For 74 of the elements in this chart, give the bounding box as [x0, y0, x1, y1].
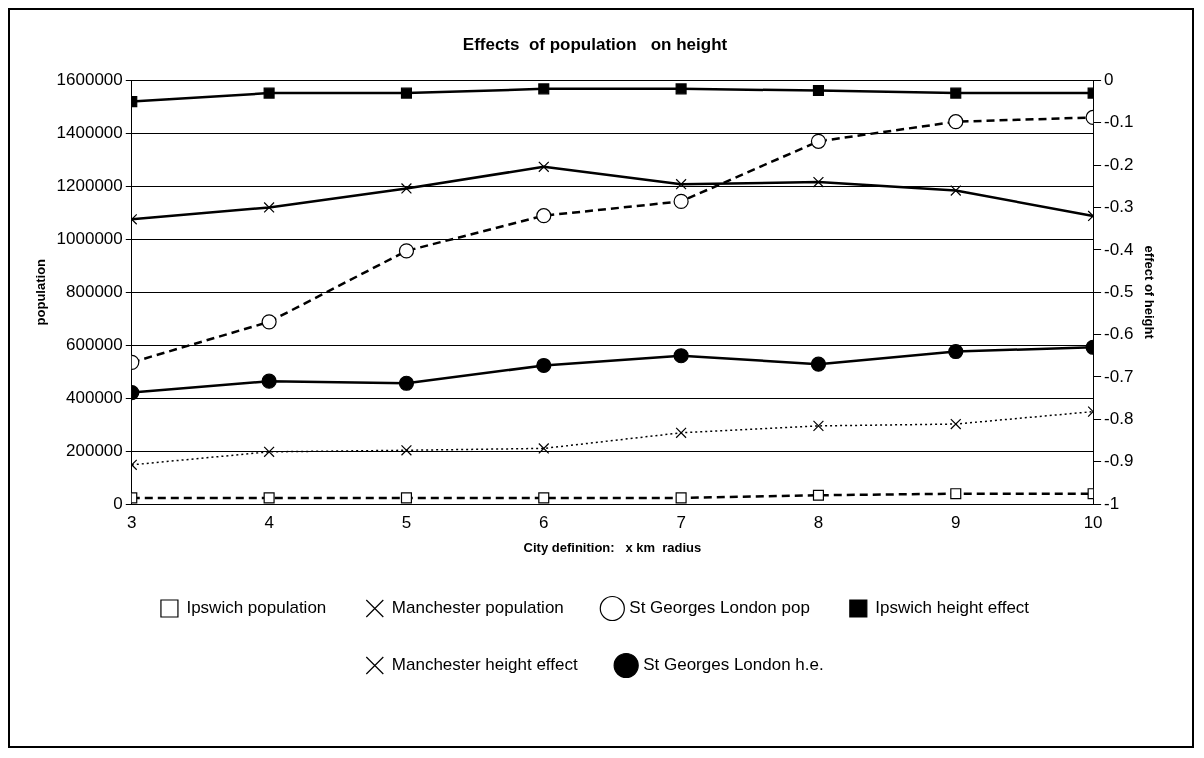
y-tick-label: 800000 [66, 281, 123, 301]
point [400, 182, 412, 194]
point [675, 178, 687, 190]
point [536, 357, 552, 374]
x-tick-label: 6 [539, 512, 549, 532]
point [538, 492, 550, 504]
point [812, 489, 824, 501]
point [675, 492, 687, 504]
point [398, 375, 415, 391]
point [810, 133, 827, 149]
point [675, 427, 687, 439]
y-tick-label: 0 [113, 493, 123, 513]
point [950, 184, 962, 197]
x-axis-title: City definition: x km radius [523, 539, 702, 555]
point [263, 201, 275, 214]
chart-title: Effects of population on height [462, 34, 728, 54]
point [948, 114, 964, 130]
y2-axis-title: effect of height [1141, 245, 1157, 340]
y2-tick-label: -0.3 [1104, 197, 1134, 217]
point [263, 492, 275, 504]
point [950, 418, 962, 430]
y-axis-title: population [33, 258, 49, 326]
point [810, 356, 827, 372]
point [261, 314, 277, 330]
point [812, 176, 824, 188]
y-tick-label: 1600000 [56, 70, 123, 90]
y-tick-label: 1000000 [56, 228, 123, 248]
point [400, 492, 412, 504]
y2-tick-label: -0.4 [1104, 239, 1134, 259]
y2-tick-label: -0.1 [1104, 112, 1134, 132]
y2-tick-label: -0.9 [1104, 451, 1134, 471]
y2-tick-label: -0.8 [1104, 408, 1134, 428]
y-tick-label: 600000 [66, 334, 123, 354]
point [398, 243, 415, 259]
y2-tick-label: -0.6 [1104, 324, 1134, 344]
point [948, 343, 964, 360]
point [263, 87, 275, 99]
y2-tick-label: -0.2 [1104, 154, 1134, 174]
legend-label: Ipswich height effect [875, 598, 1030, 618]
point [812, 85, 824, 97]
point [263, 446, 275, 458]
x-tick-label: 10 [1083, 512, 1103, 532]
y-tick-label: 400000 [66, 387, 123, 407]
point [400, 87, 412, 99]
y-tick-label: 1400000 [56, 123, 123, 143]
y2-tick-label: -0.5 [1104, 281, 1134, 301]
point [400, 444, 412, 456]
legend-label: Ipswich population [186, 598, 327, 618]
point [673, 348, 689, 364]
point [261, 373, 277, 389]
point [538, 161, 550, 173]
legend-label: St Georges London pop [629, 598, 810, 618]
point [675, 83, 687, 95]
point [538, 442, 550, 454]
legend-label: Manchester height effect [391, 655, 578, 675]
y2-tick-label: -1 [1104, 493, 1120, 513]
x-tick-label: 5 [401, 512, 412, 532]
point [812, 420, 824, 432]
legend-label: St Georges London h.e. [643, 655, 824, 675]
y-tick-label: 200000 [66, 440, 123, 460]
point [536, 208, 552, 224]
x-tick-label: 9 [951, 512, 961, 532]
y2-tick-label: 0 [1104, 70, 1114, 90]
legend-label: Manchester population [391, 598, 564, 618]
x-tick-label: 3 [127, 512, 137, 532]
point [950, 488, 962, 500]
point [673, 193, 689, 209]
point [950, 87, 962, 99]
y-tick-label: 1200000 [56, 175, 123, 195]
x-tick-label: 4 [264, 512, 274, 532]
y2-tick-label: -0.7 [1104, 366, 1134, 386]
x-tick-label: 7 [676, 512, 686, 532]
x-tick-label: 8 [813, 512, 824, 532]
point [538, 83, 550, 95]
